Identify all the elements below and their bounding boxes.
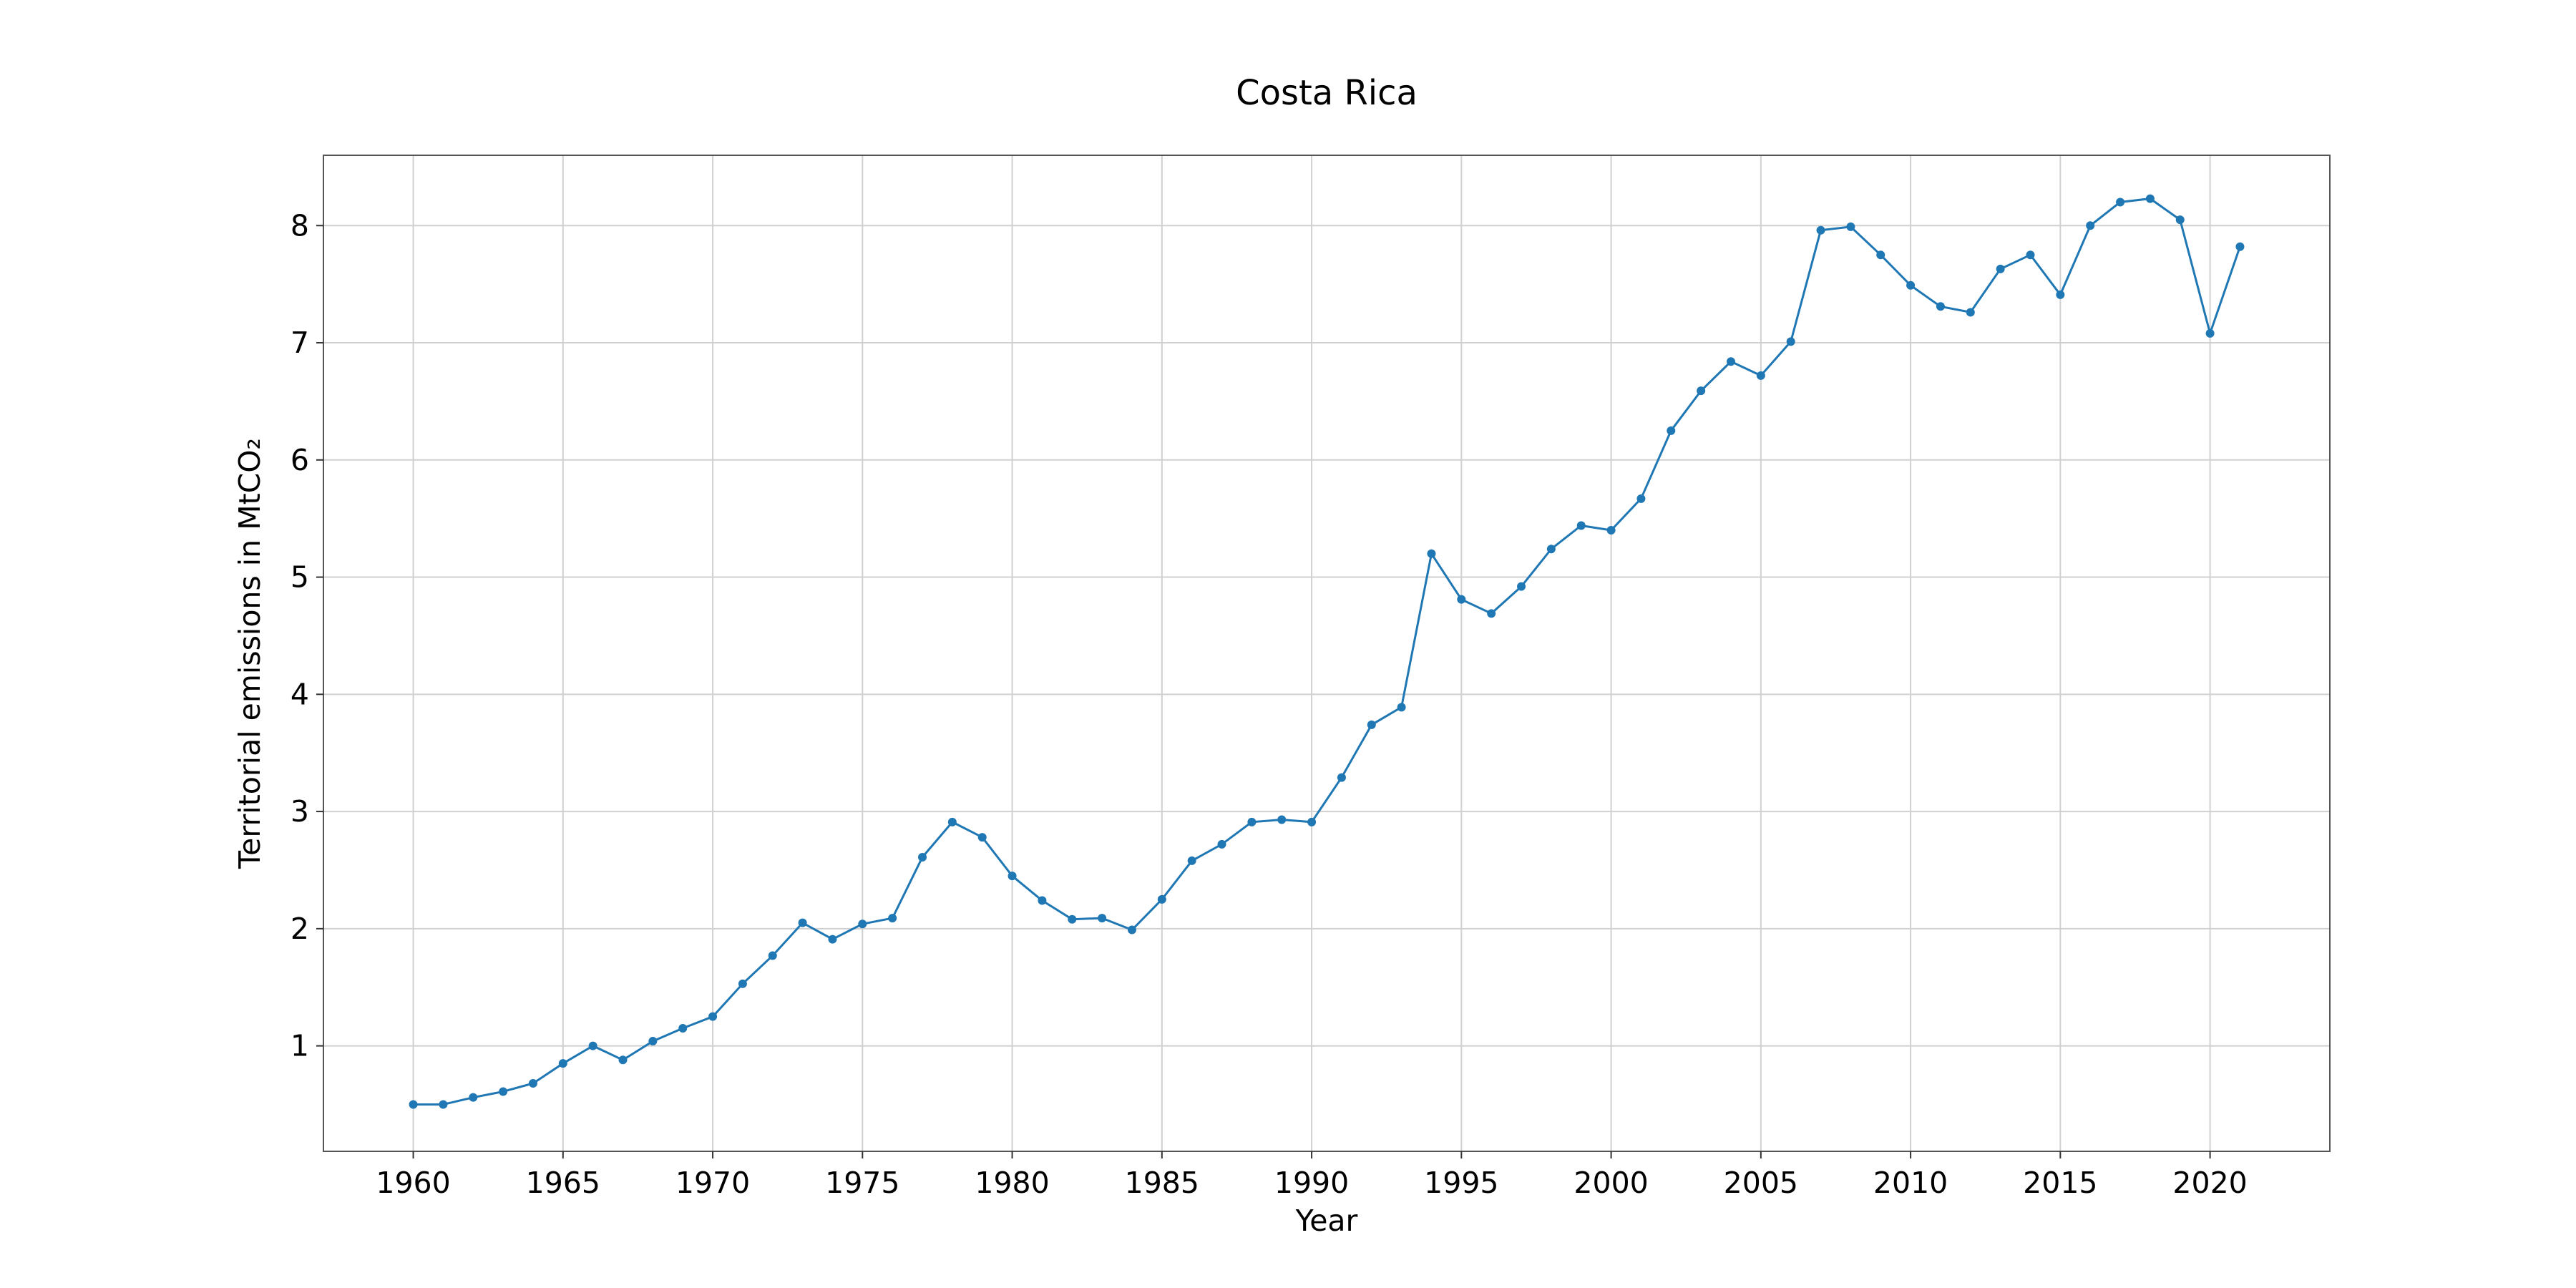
x-tick-label: 1980 <box>975 1166 1049 1200</box>
data-point <box>648 1037 658 1046</box>
data-point <box>469 1093 478 1102</box>
x-tick-label: 2015 <box>2023 1166 2097 1200</box>
ticks-layer: 1960 1965 1970 1975 1980 1985 1990 1995 2000 2005… <box>291 208 2248 1200</box>
data-point <box>1307 817 1317 826</box>
data-point <box>1397 703 1406 712</box>
data-point <box>1517 582 1526 591</box>
data-point <box>1247 817 1257 826</box>
data-point <box>1996 264 2005 273</box>
data-point <box>1667 426 1676 435</box>
data-point <box>888 914 897 923</box>
data-point <box>499 1087 508 1096</box>
x-tick-label: 1995 <box>1424 1166 1498 1200</box>
data-point <box>768 951 777 960</box>
data-point <box>1098 914 1107 923</box>
data-point <box>1187 856 1196 865</box>
data-point <box>678 1024 688 1033</box>
data-point <box>1337 773 1346 782</box>
data-point <box>1936 302 1945 311</box>
chart-title: Costa Rica <box>1236 73 1418 113</box>
data-point <box>1756 371 1765 380</box>
data-point <box>1636 494 1646 503</box>
data-point <box>2026 250 2035 260</box>
data-point <box>1546 545 1556 554</box>
data-point <box>2116 197 2125 207</box>
data-point <box>2175 215 2185 225</box>
y-tick-label: 6 <box>291 443 309 477</box>
x-tick-label: 2020 <box>2172 1166 2247 1200</box>
data-point <box>798 918 807 927</box>
y-axis-label: Territorial emissions in MtCO₂ <box>233 438 267 869</box>
data-point <box>1068 914 1077 924</box>
x-tick-label: 1975 <box>825 1166 899 1200</box>
x-tick-label: 2005 <box>1724 1166 1798 1200</box>
data-point <box>1606 526 1616 535</box>
y-tick-label: 1 <box>291 1029 309 1063</box>
x-tick-label: 1965 <box>526 1166 600 1200</box>
data-point <box>409 1100 418 1109</box>
data-point <box>1038 896 1047 905</box>
series-line <box>413 197 2241 1106</box>
data-point <box>1697 386 1706 396</box>
data-point <box>1277 815 1287 824</box>
data-point <box>2145 194 2155 203</box>
data-point <box>618 1055 628 1065</box>
y-tick-label: 2 <box>291 912 309 946</box>
data-point <box>1487 609 1496 618</box>
data-point <box>1576 521 1586 530</box>
data-point <box>1217 839 1226 849</box>
data-point <box>708 1012 718 1021</box>
x-tick-label: 2000 <box>1574 1166 1648 1200</box>
data-point <box>947 817 957 826</box>
data-point <box>558 1059 567 1068</box>
grid-layer <box>323 155 2330 1151</box>
data-point <box>977 833 987 842</box>
y-tick-label: 4 <box>291 677 309 711</box>
data-point <box>1157 894 1166 904</box>
data-point <box>439 1100 448 1109</box>
data-point <box>1367 720 1376 729</box>
data-point <box>588 1041 597 1050</box>
y-tick-label: 3 <box>291 794 309 829</box>
data-point <box>1846 222 1855 231</box>
plot-frame <box>323 155 2331 1152</box>
data-point <box>1127 925 1136 935</box>
data-point <box>828 935 837 944</box>
series-layer <box>409 194 2245 1109</box>
data-point <box>1726 357 1735 366</box>
x-tick-label: 1985 <box>1125 1166 1199 1200</box>
data-point <box>1427 549 1436 558</box>
data-point <box>1816 225 1825 235</box>
y-tick-label: 8 <box>291 208 309 243</box>
data-point <box>2235 242 2245 251</box>
data-point <box>738 979 747 988</box>
x-tick-label: 1970 <box>675 1166 750 1200</box>
data-point <box>2205 328 2215 338</box>
y-tick-label: 5 <box>291 560 309 595</box>
x-tick-label: 1960 <box>376 1166 450 1200</box>
data-point <box>858 919 867 929</box>
data-point <box>1906 280 1916 290</box>
data-point <box>918 852 927 862</box>
x-axis-label: Year <box>1295 1204 1358 1238</box>
x-tick-label: 1990 <box>1274 1166 1349 1200</box>
data-point <box>1008 872 1017 881</box>
y-tick-label: 7 <box>291 326 309 360</box>
data-point <box>2086 221 2095 230</box>
data-point <box>1966 308 1975 317</box>
data-point <box>2056 290 2065 299</box>
x-tick-label: 2010 <box>1873 1166 1948 1200</box>
data-point <box>1876 250 1885 260</box>
data-point <box>528 1079 537 1088</box>
data-point <box>1786 337 1795 346</box>
data-point <box>1457 595 1466 604</box>
